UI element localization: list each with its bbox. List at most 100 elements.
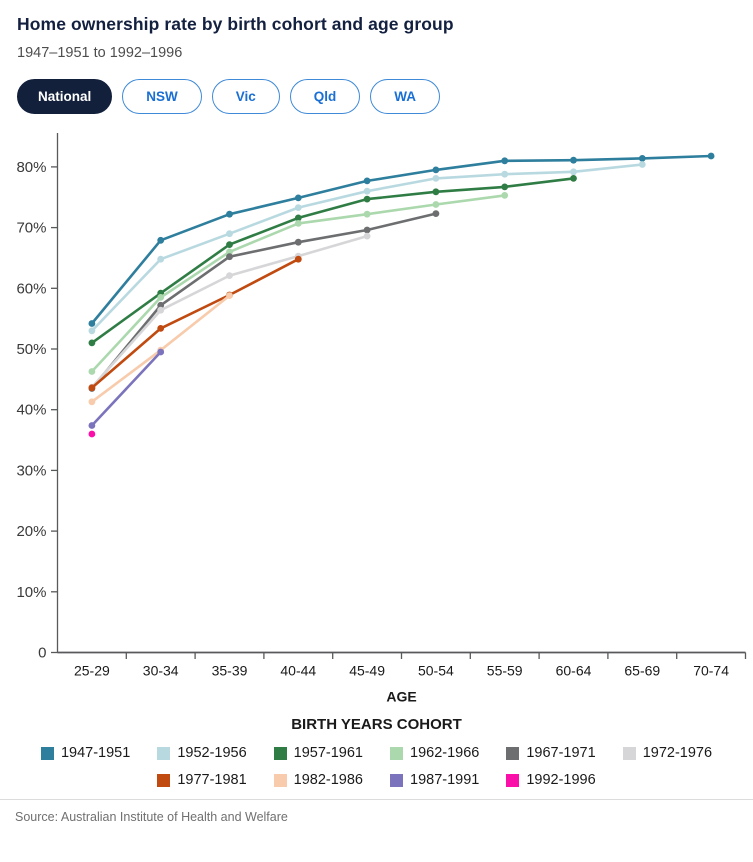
page-subtitle: 1947–1951 to 1992–1996 — [17, 45, 183, 61]
data-point — [570, 156, 577, 164]
legend-item-1992-1996: 1992-1996 — [506, 772, 596, 788]
data-point — [157, 294, 165, 301]
x-axis: 25-29 30-34 35-39 40-44 45-49 50-54 55-59 60-64… — [57, 651, 747, 705]
series-1962-1966 — [88, 192, 509, 375]
data-point — [88, 368, 96, 375]
data-point — [432, 188, 440, 196]
data-point — [501, 157, 509, 165]
svg-text:30%: 30% — [16, 462, 46, 479]
tab-national[interactable]: National — [17, 79, 113, 114]
line-chart: 0 10% 20% 30% 40% 50% 60% 70% 80% 25-29 30-34 35-39… — [0, 130, 753, 710]
data-point — [226, 230, 233, 238]
data-point — [363, 195, 371, 203]
data-point — [294, 238, 302, 246]
data-point — [157, 348, 165, 356]
data-point — [226, 248, 233, 256]
data-point — [432, 175, 440, 182]
data-point — [638, 161, 646, 168]
tab-vic[interactable]: Vic — [211, 79, 280, 114]
svg-text:10%: 10% — [16, 584, 46, 601]
series-1947-1951 — [88, 152, 715, 327]
data-point — [294, 214, 302, 222]
legend-item-1947-1951: 1947-1951 — [40, 745, 131, 761]
legend-swatch-icon — [390, 773, 403, 787]
data-point — [294, 204, 302, 211]
data-point — [226, 210, 233, 218]
data-point — [501, 192, 509, 199]
tab-qld[interactable]: Qld — [289, 79, 361, 114]
series-1957-1961 — [88, 175, 577, 347]
svg-text:40%: 40% — [16, 402, 46, 419]
header: Home ownership rate by birth cohort and … — [0, 0, 753, 61]
legend-swatch-icon — [506, 773, 520, 787]
svg-text:60%: 60% — [16, 280, 46, 297]
tab-nsw[interactable]: NSW — [122, 79, 202, 114]
svg-text:50%: 50% — [16, 341, 46, 358]
data-point — [501, 170, 509, 178]
series-1992-1996 — [88, 430, 96, 438]
chart-svg: 0 10% 20% 30% 40% 50% 60% 70% 80% 25-29 30-34 35-39… — [16, 133, 747, 705]
divider — [0, 799, 753, 800]
series-1952-1956 — [88, 161, 646, 335]
legend-label: 1967-1971 — [526, 745, 596, 761]
data-point — [226, 241, 233, 248]
data-point — [88, 327, 96, 335]
legend-swatch-icon — [273, 773, 287, 787]
svg-text:80%: 80% — [16, 159, 46, 176]
svg-text:55-59: 55-59 — [487, 663, 523, 679]
source-note: Source: Australian Institute of Health a… — [15, 810, 288, 824]
legend-swatch-icon — [622, 746, 636, 760]
legend-label: 1952-1956 — [177, 745, 247, 761]
svg-text:35-39: 35-39 — [212, 663, 248, 679]
tab-wa[interactable]: WA — [370, 79, 441, 114]
legend-row: 1947-1951 1952-1956 1957-1961 1962-1966 1967… — [0, 745, 753, 761]
legend-swatch-icon — [157, 773, 171, 787]
legend: 1947-1951 1952-1956 1957-1961 1962-1966 1967… — [0, 745, 753, 788]
svg-text:40-44: 40-44 — [280, 663, 316, 679]
data-point — [226, 272, 233, 279]
svg-text:45-49: 45-49 — [349, 663, 385, 679]
data-point — [294, 255, 302, 263]
svg-text:70%: 70% — [16, 220, 46, 237]
legend-label: 1982-1986 — [293, 772, 363, 788]
svg-text:60-64: 60-64 — [556, 663, 592, 679]
data-point — [157, 255, 165, 263]
svg-text:70-74: 70-74 — [693, 663, 729, 679]
legend-label: 1947-1951 — [60, 745, 131, 761]
series-1987-1991 — [88, 348, 165, 429]
data-point — [363, 187, 371, 195]
svg-text:25-29: 25-29 — [74, 663, 110, 679]
region-tab-bar: National NSW Vic Qld WA — [0, 79, 753, 114]
data-point — [88, 384, 96, 392]
svg-text:30-34: 30-34 — [143, 663, 179, 679]
data-point — [570, 168, 577, 176]
svg-text:0: 0 — [38, 645, 46, 662]
data-point — [432, 201, 440, 208]
data-point — [363, 177, 371, 185]
page-title: Home ownership rate by birth cohort and … — [17, 14, 454, 34]
legend-title: BIRTH YEARS COHORT — [291, 716, 462, 733]
data-point — [363, 210, 371, 218]
legend-item-1977-1981: 1977-1981 — [157, 772, 247, 788]
data-point — [294, 194, 302, 202]
data-point — [157, 236, 165, 244]
legend-label: 1957-1961 — [293, 745, 363, 761]
data-point — [88, 430, 96, 438]
data-point — [707, 152, 715, 160]
data-point — [88, 339, 96, 347]
legend-item-1952-1956: 1952-1956 — [157, 745, 247, 761]
data-point — [157, 306, 165, 314]
data-point — [570, 175, 577, 182]
x-axis-title: AGE — [386, 689, 416, 705]
y-axis: 0 10% 20% 30% 40% 50% 60% 70% 80% — [16, 133, 59, 662]
legend-swatch-icon — [40, 746, 54, 760]
legend-swatch-icon — [157, 746, 171, 760]
legend-label: 1992-1996 — [526, 772, 596, 788]
data-point — [88, 398, 96, 406]
legend-item-1967-1971: 1967-1971 — [506, 745, 596, 761]
legend-item-1972-1976: 1972-1976 — [622, 745, 712, 761]
data-point — [157, 325, 165, 332]
legend-item-1957-1961: 1957-1961 — [273, 745, 363, 761]
legend-label: 1987-1991 — [410, 772, 480, 788]
